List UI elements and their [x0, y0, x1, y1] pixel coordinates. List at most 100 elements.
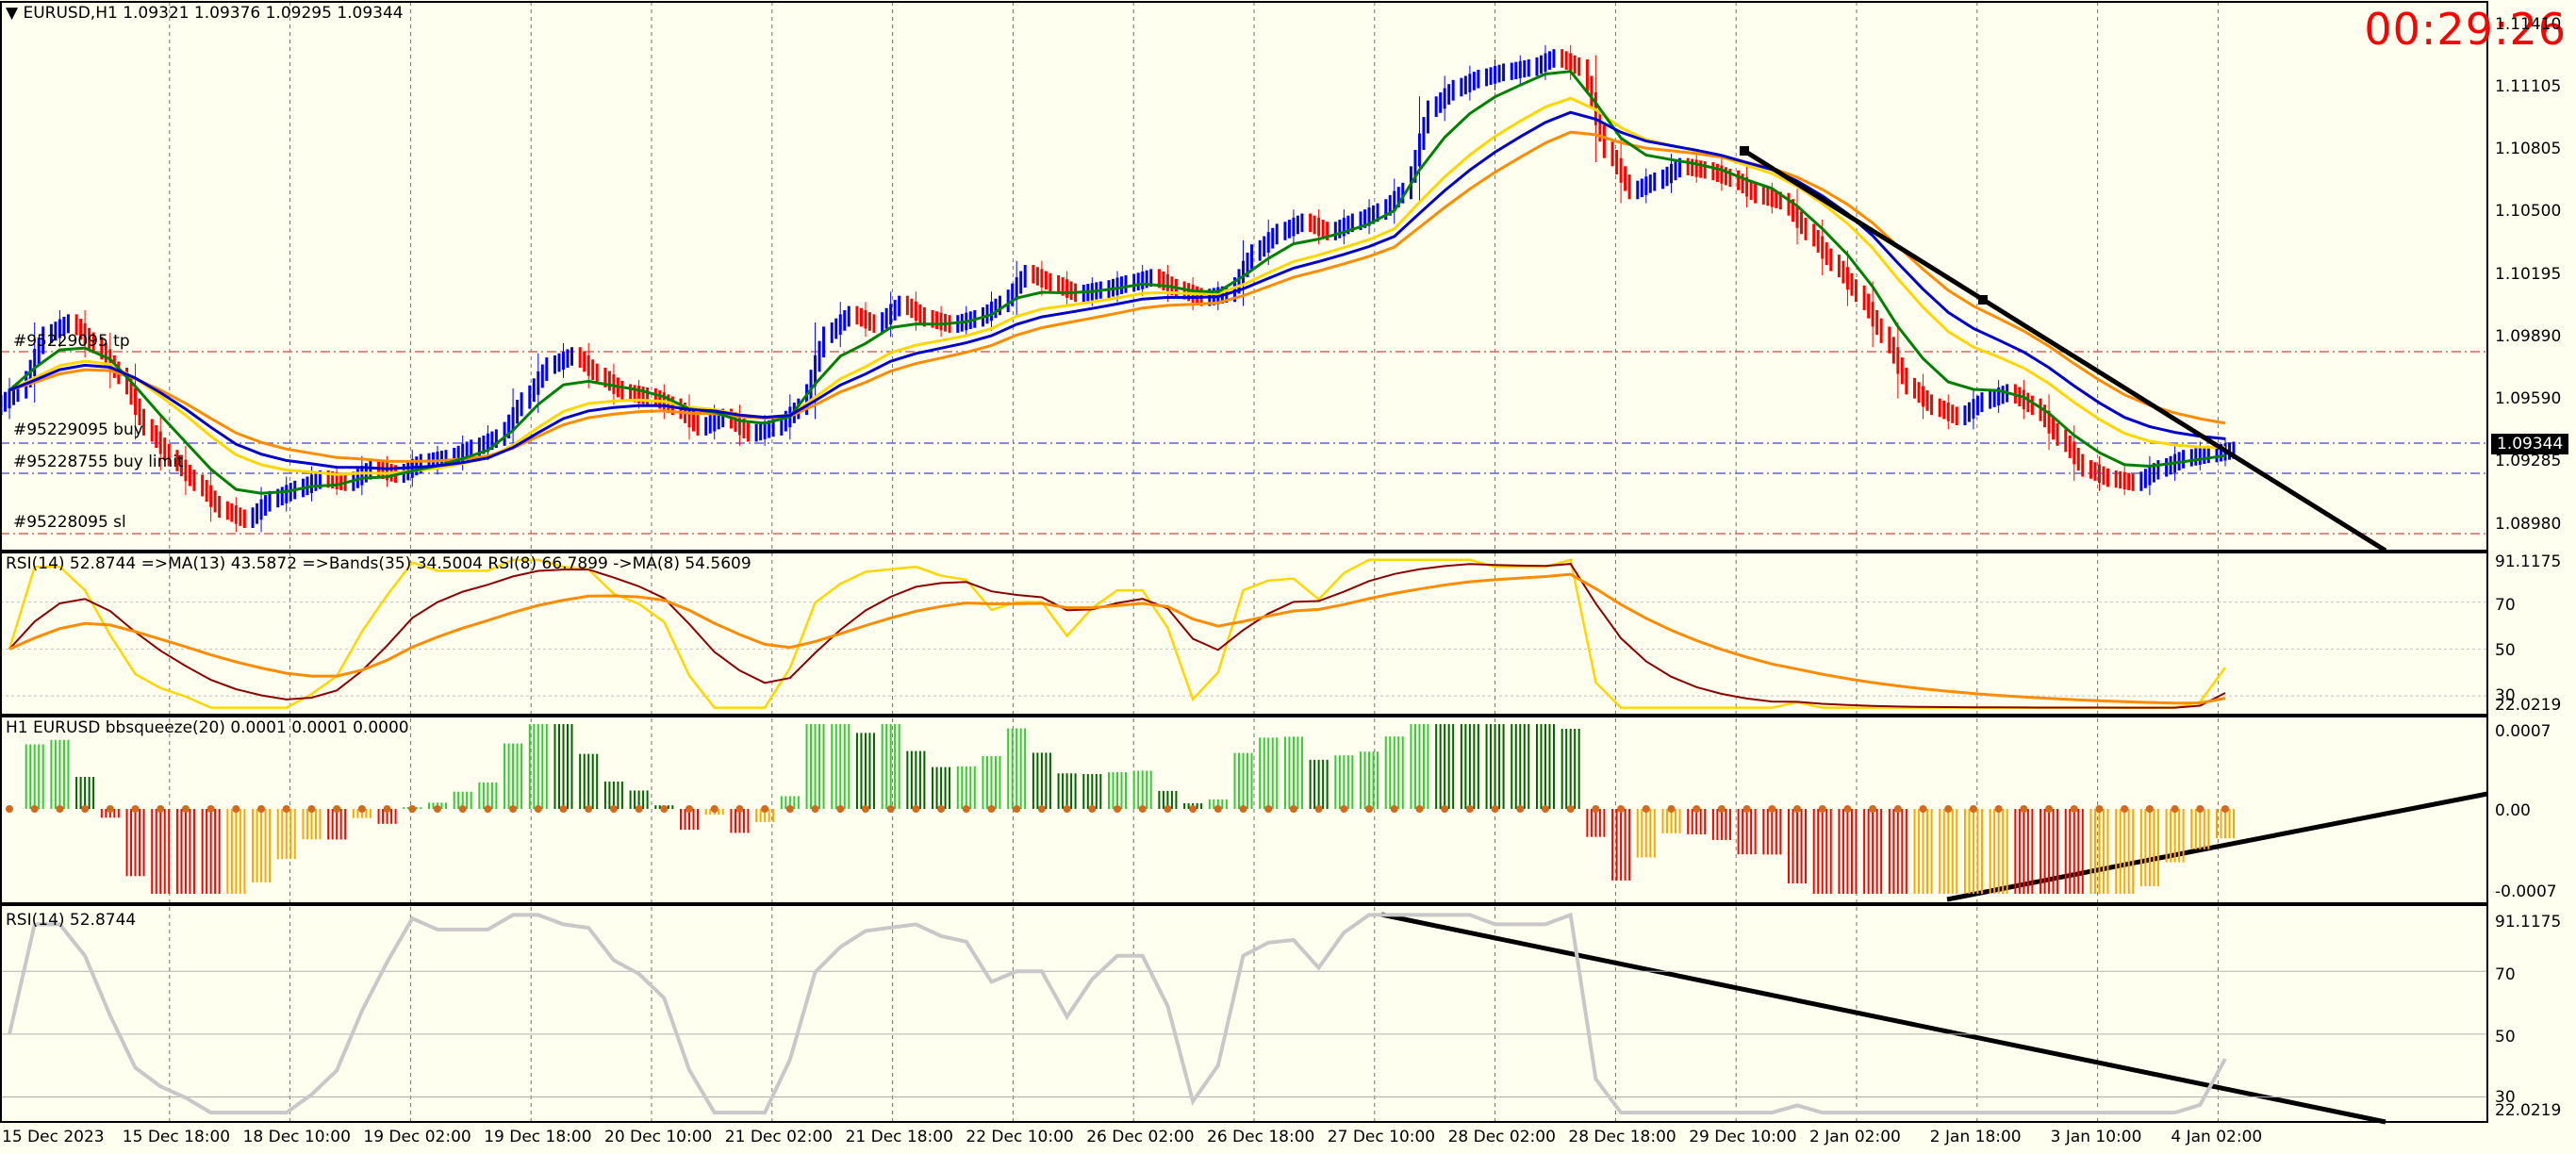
- squeeze-dot: [282, 805, 290, 813]
- rsi2-line: [0, 912, 2487, 1115]
- rsi-lines: [0, 558, 2487, 709]
- squeeze-dot: [585, 805, 593, 813]
- squeeze-dot: [937, 805, 946, 813]
- order-sl-label[interactable]: #95228095 sl: [13, 513, 126, 532]
- squeeze-dot: [1667, 805, 1676, 813]
- squeeze-dot: [2045, 805, 2054, 813]
- time-axis-label: 28 Dec 18:00: [1568, 1128, 1676, 1146]
- squeeze-dot: [1617, 805, 1626, 813]
- squeeze-dot: [433, 805, 441, 813]
- squeeze-dot: [1893, 805, 1902, 813]
- chart-header: ▼ EURUSD,H1 1.09321 1.09376 1.09295 1.09…: [6, 4, 404, 23]
- rsi-bands-line: [8, 572, 2226, 705]
- order-buy-label[interactable]: #95229095 buy: [13, 420, 143, 439]
- squeeze-dot: [232, 805, 240, 813]
- axis-label: 50: [2495, 641, 2516, 660]
- squeeze-dot: [157, 805, 165, 813]
- squeeze-dot: [1693, 805, 1701, 813]
- time-axis-label: 27 Dec 10:00: [1327, 1128, 1436, 1146]
- axis-label: 1.11105: [2495, 77, 2562, 97]
- squeeze-dot: [1264, 805, 1273, 813]
- trendline-handle: [1978, 295, 1988, 305]
- axis-label: 1.09285: [2495, 452, 2562, 471]
- squeeze-dot: [1037, 805, 1046, 813]
- vertical-gridlines: [169, 2, 2219, 1122]
- squeeze-dot: [1415, 805, 1424, 813]
- panel-borders: [0, 1, 2488, 1123]
- bbsqueeze-trendline: [1946, 791, 2488, 902]
- squeeze-dot: [685, 805, 694, 813]
- axis-label: 22.0219: [2495, 1101, 2562, 1120]
- panel-frame: [0, 1, 2488, 552]
- squeeze-dot: [81, 805, 90, 813]
- squeeze-dot: [1138, 805, 1147, 813]
- squeeze-dot: [1994, 805, 2003, 813]
- squeeze-dot: [1919, 805, 1927, 813]
- squeeze-dot: [257, 805, 266, 813]
- squeeze-dot: [1541, 805, 1549, 813]
- squeeze-dot: [1214, 805, 1222, 813]
- panel-frame: [0, 904, 2488, 1123]
- bbsqueeze-histogram: [6, 724, 2235, 894]
- squeeze-dot: [785, 805, 794, 813]
- rsi-ma-line: [8, 563, 2226, 709]
- squeeze-dot: [2171, 805, 2179, 813]
- squeeze-dot: [56, 805, 64, 813]
- squeeze-dot: [761, 805, 769, 813]
- squeeze-dot: [1340, 805, 1348, 813]
- squeeze-dot: [1969, 805, 1977, 813]
- axis-label: 30: [2495, 686, 2516, 705]
- squeeze-dot: [1742, 805, 1751, 813]
- time-axis-label: 19 Dec 18:00: [484, 1128, 592, 1146]
- squeeze-dot: [1843, 805, 1852, 813]
- squeeze-dot: [2196, 805, 2204, 813]
- order-tp-label[interactable]: #95229095 tp: [13, 332, 130, 351]
- trendlines[interactable]: [1380, 146, 2488, 1125]
- squeeze-dot: [458, 805, 467, 813]
- squeeze-dot: [886, 805, 895, 813]
- squeeze-dot: [408, 805, 417, 813]
- ma-orange-line: [8, 130, 2226, 463]
- squeeze-dot: [1869, 805, 1877, 813]
- squeeze-dot: [1239, 805, 1247, 813]
- squeeze-dot: [635, 805, 643, 813]
- bbsqueeze-panel-header: H1 EURUSD bbsqueeze(20) 0.0001 0.0001 0.…: [6, 718, 409, 737]
- squeeze-dot: [559, 805, 568, 813]
- squeeze-dot: [1365, 805, 1374, 813]
- chart-header-text: EURUSD,H1 1.09321 1.09376 1.09295 1.0934…: [23, 4, 404, 23]
- axis-label: 1.10805: [2495, 139, 2562, 158]
- squeeze-dot: [1289, 805, 1297, 813]
- squeeze-dot: [1642, 805, 1650, 813]
- rsi2-series: [8, 912, 2227, 1115]
- squeeze-dot: [1314, 805, 1323, 813]
- time-axis-label: 21 Dec 02:00: [724, 1128, 834, 1146]
- time-axis-label: 22 Dec 10:00: [966, 1128, 1074, 1146]
- time-axis-label: 28 Dec 02:00: [1447, 1128, 1556, 1146]
- squeeze-dot: [2020, 805, 2028, 813]
- axis-label: 1.10195: [2495, 264, 2562, 284]
- squeeze-dot: [1768, 805, 1776, 813]
- time-axis-label: 29 Dec 10:00: [1689, 1128, 1797, 1146]
- squeeze-dot: [861, 805, 869, 813]
- ma-green-line: [8, 70, 2226, 495]
- squeeze-dot: [2070, 805, 2078, 813]
- axis-label: 91.1175: [2495, 913, 2562, 931]
- time-axis-label: 18 Dec 10:00: [242, 1128, 351, 1146]
- axis-label: 1.11410: [2495, 14, 2562, 34]
- time-axis-label: 19 Dec 02:00: [363, 1128, 471, 1146]
- panel-frame: [0, 716, 2488, 904]
- squeeze-dot: [357, 805, 366, 813]
- axis-label: 70: [2495, 596, 2516, 615]
- squeeze-dot: [836, 805, 845, 813]
- order-buy-limit-label[interactable]: #95228755 buy limit: [13, 453, 184, 471]
- squeeze-dot: [1164, 805, 1172, 813]
- squeeze-dot: [609, 805, 618, 813]
- countdown-timer: 00:29:26: [2364, 4, 2567, 55]
- squeeze-dot: [307, 805, 316, 813]
- time-axis-label: 3 Jan 10:00: [2050, 1128, 2142, 1146]
- squeeze-dot: [1465, 805, 1474, 813]
- squeeze-dot: [131, 805, 140, 813]
- squeeze-dot: [1592, 805, 1600, 813]
- squeeze-dot: [2095, 805, 2104, 813]
